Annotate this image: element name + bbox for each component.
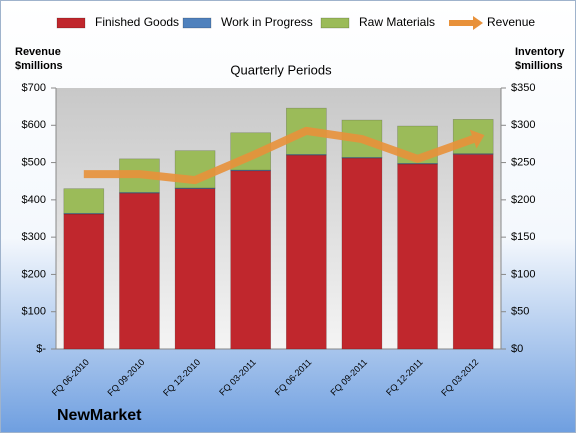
y-tick-label: $600 — [22, 119, 46, 131]
bar-segment — [230, 170, 271, 350]
x-tick-label: FQ 03-2011 — [217, 357, 258, 398]
y2-tick-label: $50 — [511, 306, 529, 318]
y-axis-label: Revenue $millions — [15, 46, 63, 72]
arrowhead — [469, 129, 485, 149]
y-tick-label: $200 — [22, 268, 46, 280]
y2-tick-label: $200 — [511, 194, 535, 206]
legend-marker — [320, 17, 350, 29]
legend-label: Revenue — [487, 15, 535, 29]
chart-title: NewMarket — [57, 407, 142, 424]
y-tick-label: $300 — [22, 231, 46, 243]
y2-tick-label: $250 — [511, 156, 535, 168]
y2-tick-label: $100 — [511, 268, 535, 280]
legend-label: Raw Materials — [359, 15, 435, 29]
x-tick-label: FQ 06-2011 — [273, 357, 314, 398]
chart-subtitle: Quarterly Periods — [230, 62, 332, 77]
x-tick-label: FQ 09-2010 — [105, 357, 146, 398]
bar-segment — [452, 154, 494, 350]
y-tick-label: $- — [36, 343, 46, 355]
x-tick-label: FQ 12-2011 — [384, 357, 425, 398]
bar-segment — [286, 154, 327, 350]
y2-axis-label: Inventory $millions — [515, 46, 565, 72]
legend-marker — [56, 17, 86, 29]
bar-segment — [119, 192, 160, 350]
x-tick-label: FQ 12-2010 — [161, 357, 202, 398]
x-tick-label: FQ 06-2010 — [50, 357, 91, 398]
y-tick-label: $700 — [22, 82, 46, 94]
x-tick-label: FQ 09-2011 — [328, 357, 369, 398]
legend-marker-head — [473, 16, 483, 30]
bar-segment — [397, 163, 438, 350]
bar-segment — [341, 157, 383, 350]
x-tick-label: FQ 03-2012 — [439, 357, 480, 398]
bar-segment — [63, 213, 105, 350]
y2-tick-label: $300 — [511, 119, 535, 131]
bar-segment — [63, 188, 105, 214]
y-tick-label: $500 — [22, 156, 46, 168]
legend-marker — [182, 17, 212, 29]
legend-label: Finished Goods — [95, 15, 179, 29]
line — [83, 126, 475, 185]
y-tick-label: $100 — [22, 306, 46, 318]
legend-label: Work in Progress — [221, 15, 313, 29]
y2-tick-label: $0 — [511, 343, 523, 355]
y2-tick-label: $150 — [511, 231, 535, 243]
y2-tick-label: $350 — [511, 82, 535, 94]
y-tick-label: $400 — [22, 194, 46, 206]
bar-segment — [174, 188, 216, 350]
